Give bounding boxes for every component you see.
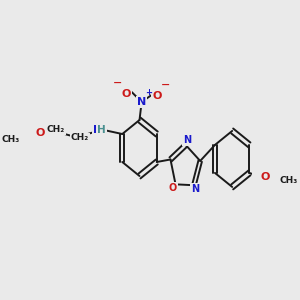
Text: O: O <box>35 128 44 138</box>
Text: N: N <box>183 135 191 145</box>
Text: −: − <box>160 80 170 90</box>
Text: H: H <box>97 125 106 135</box>
Text: +: + <box>145 88 152 97</box>
Text: CH₃: CH₃ <box>279 176 298 185</box>
Text: −: − <box>113 78 122 88</box>
Text: O: O <box>261 172 270 182</box>
Text: CH₃: CH₃ <box>2 134 20 143</box>
Text: N: N <box>93 125 102 135</box>
Text: CH₂: CH₂ <box>46 125 64 134</box>
Text: O: O <box>169 183 177 193</box>
Text: O: O <box>153 91 162 101</box>
Text: O: O <box>121 89 131 99</box>
Text: CH₂: CH₂ <box>70 134 89 142</box>
Text: N: N <box>191 184 200 194</box>
Text: N: N <box>137 97 146 107</box>
